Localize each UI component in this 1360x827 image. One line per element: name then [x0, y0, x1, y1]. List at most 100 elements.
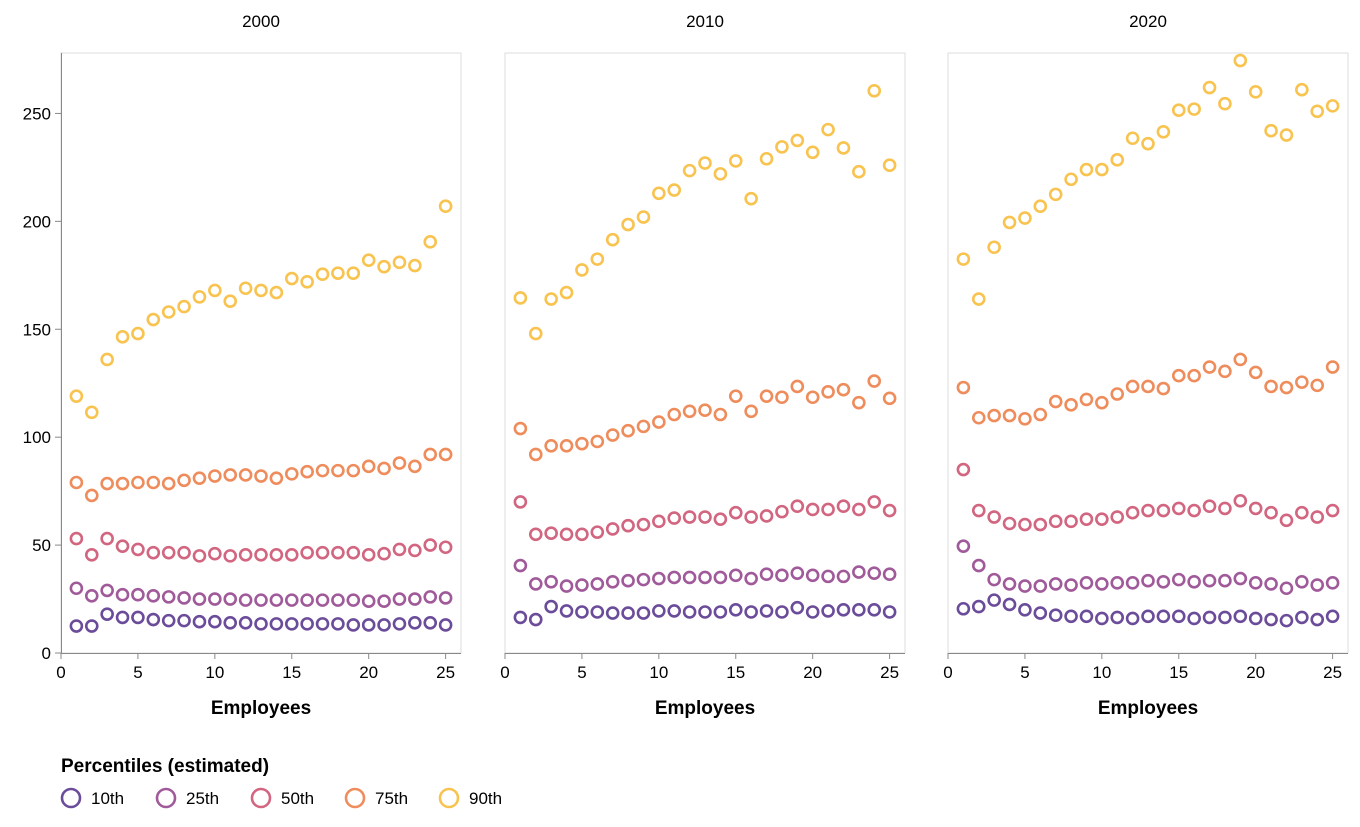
- data-point-90th: [790, 133, 805, 148]
- data-point-25th: [1079, 576, 1094, 590]
- data-point-75th: [698, 403, 712, 417]
- data-point-25th: [852, 565, 866, 579]
- data-point-75th: [590, 434, 605, 449]
- data-point-10th: [652, 604, 666, 618]
- data-point-75th: [713, 407, 728, 422]
- data-point-10th: [315, 617, 330, 631]
- data-point-90th: [131, 326, 145, 341]
- data-point-10th: [1295, 610, 1309, 625]
- data-point-75th: [1125, 379, 1140, 394]
- legend-symbol-50th: [250, 787, 272, 809]
- data-point-75th: [636, 419, 651, 434]
- data-point-90th: [192, 290, 207, 304]
- data-point-25th: [100, 583, 114, 598]
- data-point-10th: [575, 605, 589, 619]
- data-point-10th: [728, 603, 743, 617]
- data-point-25th: [559, 579, 574, 593]
- data-point-10th: [713, 605, 728, 619]
- data-point-90th: [621, 217, 635, 232]
- data-point-75th: [392, 456, 407, 470]
- data-point-50th: [331, 545, 345, 560]
- data-point-90th: [987, 240, 1001, 255]
- data-point-75th: [192, 471, 207, 485]
- data-point-75th: [1156, 381, 1171, 396]
- data-point-10th: [1033, 606, 1048, 620]
- data-point-90th: [956, 252, 971, 266]
- data-point-50th: [971, 503, 986, 518]
- data-point-50th: [713, 512, 728, 526]
- data-point-10th: [346, 618, 361, 632]
- data-point-25th: [392, 592, 407, 606]
- data-point-75th: [759, 389, 774, 403]
- data-point-75th: [528, 447, 543, 462]
- data-point-75th: [100, 476, 114, 491]
- data-point-75th: [559, 439, 574, 453]
- data-point-90th: [1110, 153, 1125, 167]
- legend-symbol-10th: [60, 787, 82, 809]
- data-point-10th: [971, 599, 986, 614]
- data-point-90th: [1279, 128, 1294, 142]
- data-point-25th: [1202, 573, 1217, 588]
- data-point-75th: [1218, 364, 1232, 379]
- data-point-25th: [1064, 578, 1078, 592]
- data-point-25th: [744, 571, 758, 586]
- data-point-90th: [1079, 162, 1094, 177]
- data-point-50th: [1064, 514, 1078, 529]
- data-point-10th: [1325, 609, 1340, 624]
- data-point-90th: [254, 283, 268, 298]
- data-point-10th: [438, 618, 453, 632]
- data-point-90th: [1233, 53, 1248, 68]
- data-point-25th: [192, 592, 207, 606]
- data-point-75th: [269, 471, 284, 485]
- data-point-75th: [1002, 408, 1017, 423]
- data-point-50th: [84, 547, 99, 562]
- data-point-75th: [177, 473, 191, 488]
- data-point-90th: [971, 292, 986, 306]
- data-point-25th: [575, 578, 589, 592]
- data-point-10th: [1048, 608, 1063, 623]
- data-point-10th: [790, 600, 805, 615]
- data-point-90th: [1048, 187, 1063, 202]
- data-point-90th: [392, 255, 407, 270]
- data-point-90th: [698, 156, 712, 170]
- legend-label-75th: 75th: [375, 789, 408, 808]
- data-point-25th: [528, 577, 543, 591]
- facet-panel-2000: 2000 0 50 100 150 200 250 0 5 10 15 20 25 Employees: [23, 12, 462, 719]
- data-point-50th: [377, 546, 391, 561]
- data-point-10th: [1248, 611, 1263, 626]
- data-point-90th: [1202, 80, 1217, 95]
- data-point-75th: [223, 468, 238, 482]
- x-tick-label: 25: [880, 663, 899, 682]
- data-point-50th: [1202, 499, 1217, 514]
- data-point-10th: [1202, 610, 1217, 625]
- x-axis-title: Employees: [211, 698, 311, 719]
- data-point-25th: [423, 590, 438, 604]
- data-point-75th: [1033, 407, 1048, 422]
- data-point-50th: [1295, 505, 1309, 520]
- data-point-10th: [1310, 612, 1325, 627]
- data-point-10th: [69, 619, 84, 633]
- data-point-90th: [238, 281, 253, 296]
- data-point-50th: [269, 547, 284, 562]
- data-point-90th: [69, 389, 84, 403]
- data-point-25th: [1295, 574, 1309, 589]
- data-point-50th: [528, 527, 543, 542]
- data-point-75th: [161, 476, 176, 491]
- data-point-25th: [1033, 579, 1048, 593]
- data-point-50th: [544, 526, 558, 541]
- data-point-90th: [744, 191, 758, 206]
- data-point-10th: [544, 599, 558, 614]
- data-point-75th: [728, 389, 743, 403]
- data-point-25th: [1310, 578, 1325, 592]
- data-point-90th: [559, 285, 574, 300]
- data-point-75th: [423, 447, 438, 462]
- data-point-50th: [1125, 505, 1140, 520]
- data-point-75th: [300, 464, 314, 479]
- data-point-10th: [852, 603, 866, 617]
- data-point-10th: [392, 617, 407, 631]
- data-point-25th: [84, 589, 99, 603]
- data-point-90th: [1171, 103, 1186, 117]
- data-point-25th: [1048, 577, 1063, 591]
